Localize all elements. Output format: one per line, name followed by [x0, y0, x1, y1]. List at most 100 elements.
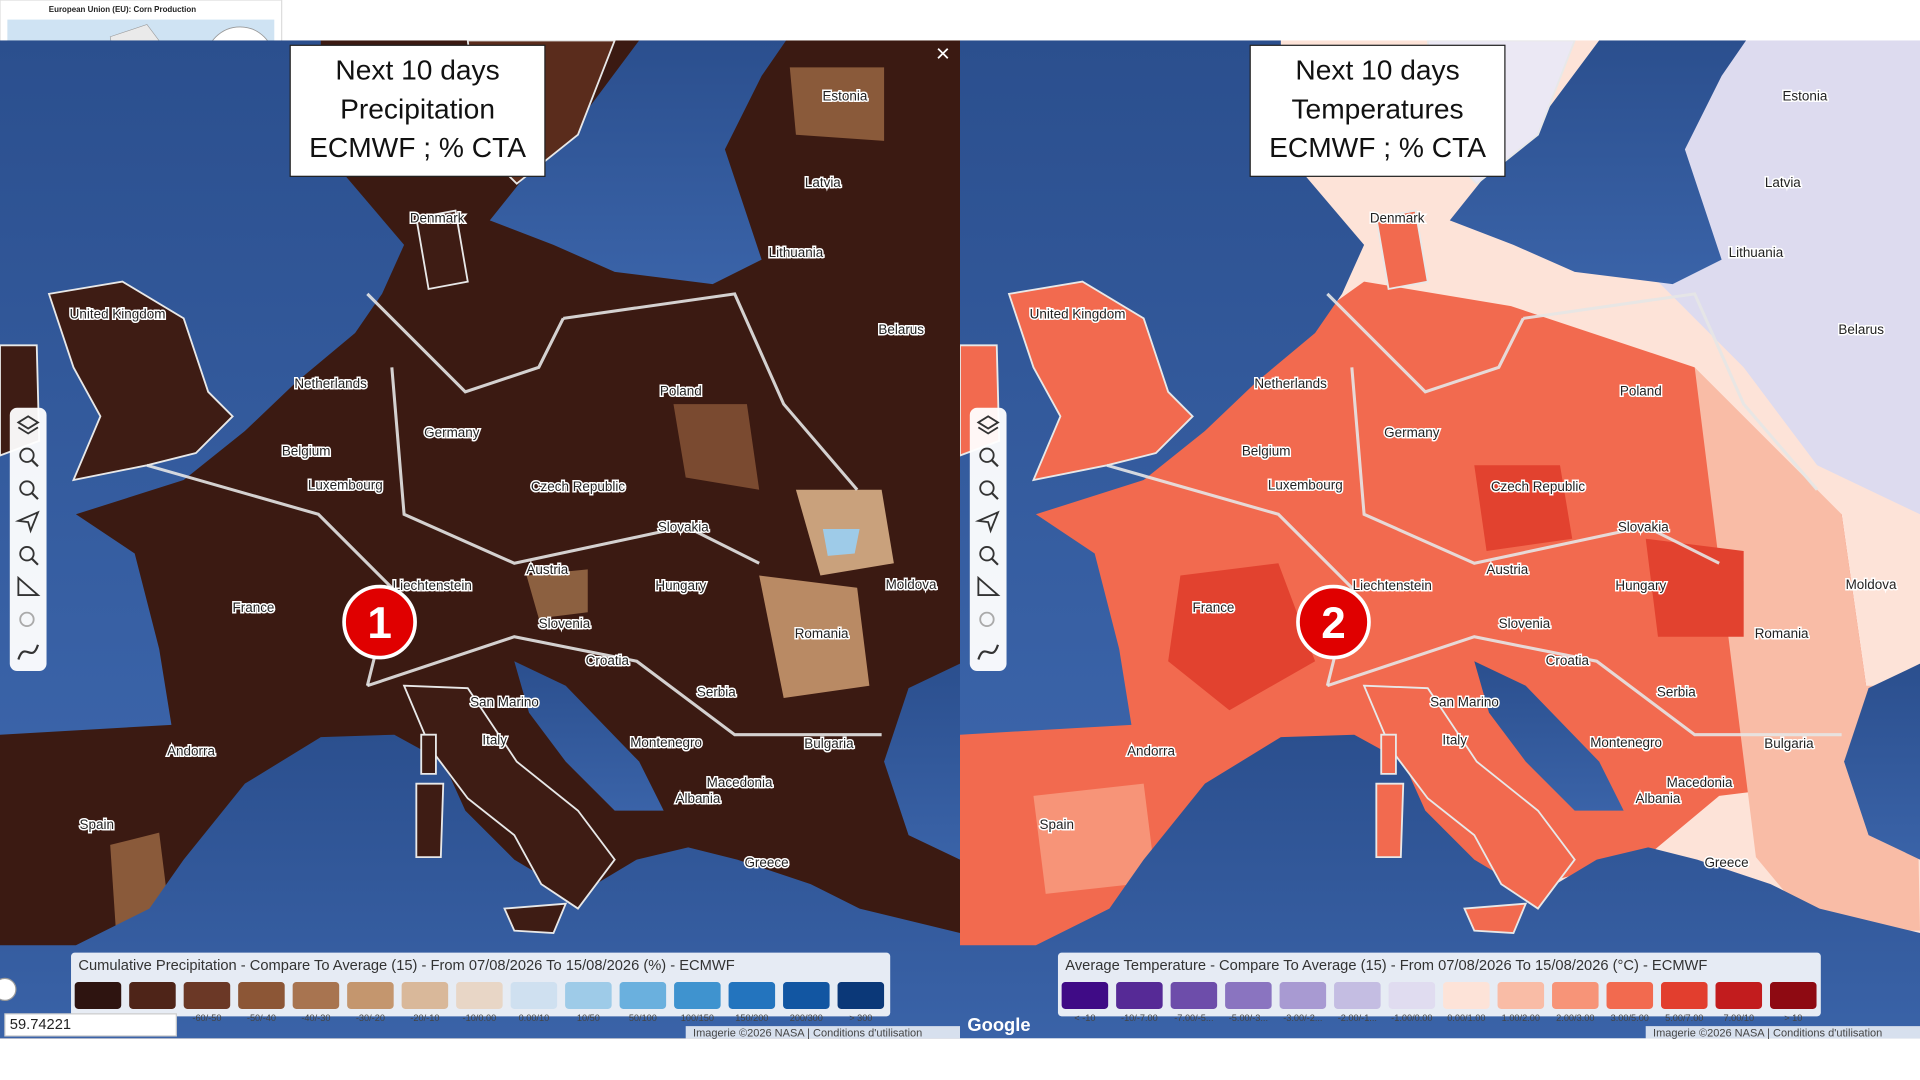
legend-label: 1.00/2.00 [1502, 1013, 1540, 1023]
border [563, 292, 859, 491]
border [1523, 292, 1819, 491]
tool-search[interactable] [979, 546, 995, 562]
tool-zoom-in-handle [31, 459, 39, 468]
border [1326, 292, 1525, 394]
map-panel: United Kingdom Denmark Estonia Latvia Lithua… [0, 40, 960, 1039]
sea [514, 661, 664, 811]
country-label: Estonia [1782, 88, 1827, 103]
border [366, 292, 565, 394]
italy [402, 684, 616, 910]
country-label: Poland [1620, 383, 1662, 398]
legend-swatch [183, 982, 231, 1009]
legend-swatch [1170, 982, 1218, 1009]
sea [1449, 40, 1747, 285]
caption-box [289, 44, 546, 177]
legend-swatch [1279, 982, 1327, 1009]
legend-swatch [1225, 982, 1272, 1009]
legend-swatch [1715, 982, 1763, 1009]
toolbar [9, 407, 47, 672]
legend-swatch [837, 982, 885, 1009]
region [673, 404, 760, 490]
country-label: Croatia [586, 653, 630, 668]
country-label: Serbia [697, 685, 736, 700]
country-label: Serbia [1657, 685, 1696, 700]
legend-label: -7.00/-5... [1174, 1013, 1213, 1023]
legend-swatch [1116, 982, 1163, 1009]
legend-swatch [347, 982, 394, 1009]
country-label: France [233, 600, 275, 615]
tool-zoom-in-handle [991, 459, 999, 468]
country-label: Hungary [1615, 578, 1666, 593]
country-label: Bulgaria [804, 736, 854, 751]
legend-swatch [1661, 982, 1708, 1009]
caption-line: Temperatures [1291, 93, 1463, 124]
legend-swatch [565, 982, 612, 1009]
region [1474, 465, 1573, 552]
tool-draw[interactable] [977, 644, 1000, 660]
country-label: Austria [526, 562, 568, 577]
united-kingdom [47, 280, 234, 482]
country-label: Montenegro [1590, 735, 1662, 750]
legend-swatch [510, 982, 558, 1009]
inset-title: European Union (EU): Corn Production [49, 5, 196, 14]
tool-draw[interactable] [17, 644, 40, 660]
tool-zoom-out[interactable] [19, 480, 35, 496]
tool-measure[interactable] [977, 575, 1001, 597]
tool-gps[interactable] [979, 611, 995, 627]
corsica [420, 733, 437, 775]
country-label: United Kingdom [1030, 306, 1126, 321]
country-label: Moldova [1846, 577, 1897, 592]
collapse-button[interactable] [0, 977, 17, 1002]
sicily [503, 902, 568, 935]
legend-label: < -10 [1074, 1013, 1095, 1023]
country-label: Croatia [1546, 653, 1590, 668]
caption-line: ECMWF ; % CTA [309, 132, 526, 163]
tool-locate[interactable] [14, 510, 40, 534]
country-label: Italy [482, 732, 507, 747]
country-label: Belarus [878, 322, 924, 337]
country-label: Denmark [410, 211, 465, 226]
caption-line: ECMWF ; % CTA [1269, 132, 1486, 163]
tool-layers[interactable] [976, 415, 1000, 435]
country-label: Netherlands [1254, 376, 1327, 391]
tool-measure[interactable] [17, 575, 41, 597]
country-label: Bulgaria [1764, 736, 1814, 751]
country-label: Romania [795, 626, 849, 641]
tool-search[interactable] [19, 546, 35, 562]
country-label: Lithuania [1729, 245, 1784, 260]
attribution-bg [685, 1026, 960, 1039]
legend-label: -1.00/0.00 [1391, 1013, 1432, 1023]
country-label: Slovakia [1618, 519, 1669, 534]
coordinates-box [4, 1013, 177, 1037]
tool-layers[interactable] [16, 415, 40, 435]
tool-locate[interactable] [974, 510, 1000, 534]
legend-swatch [1552, 982, 1599, 1009]
tool-gps[interactable] [19, 611, 35, 627]
region [960, 281, 1867, 968]
tool-zoom-out[interactable] [979, 480, 995, 496]
legend-swatch [783, 982, 830, 1009]
tool-zoom-out-handle [991, 492, 999, 500]
map: United Kingdom Denmark Estonia Latvia Lithua… [0, 40, 960, 1039]
close-button[interactable]: × [936, 41, 950, 68]
country-label: Germany [424, 425, 480, 440]
legend-label: -60/-50 [192, 1013, 221, 1023]
tool-zoom-in[interactable] [979, 447, 995, 463]
border [366, 635, 882, 737]
legend-label: 50/100 [629, 1013, 657, 1023]
country-label: Spain [1040, 817, 1074, 832]
legend-label: 200/300 [790, 1013, 823, 1023]
legend-label: 2.00/3.00 [1556, 1013, 1594, 1023]
united-kingdom [1007, 280, 1194, 482]
border [1350, 367, 1720, 565]
country-label: Belgium [282, 443, 331, 458]
legend-swatch [1606, 982, 1654, 1009]
region [1033, 783, 1156, 894]
country-label: San Marino [470, 694, 539, 709]
region [789, 67, 885, 141]
tool-zoom-in[interactable] [19, 447, 35, 463]
country-label: Andorra [1127, 743, 1175, 758]
country-label: France [1193, 600, 1235, 615]
caption-line: Next 10 days [1295, 55, 1459, 86]
